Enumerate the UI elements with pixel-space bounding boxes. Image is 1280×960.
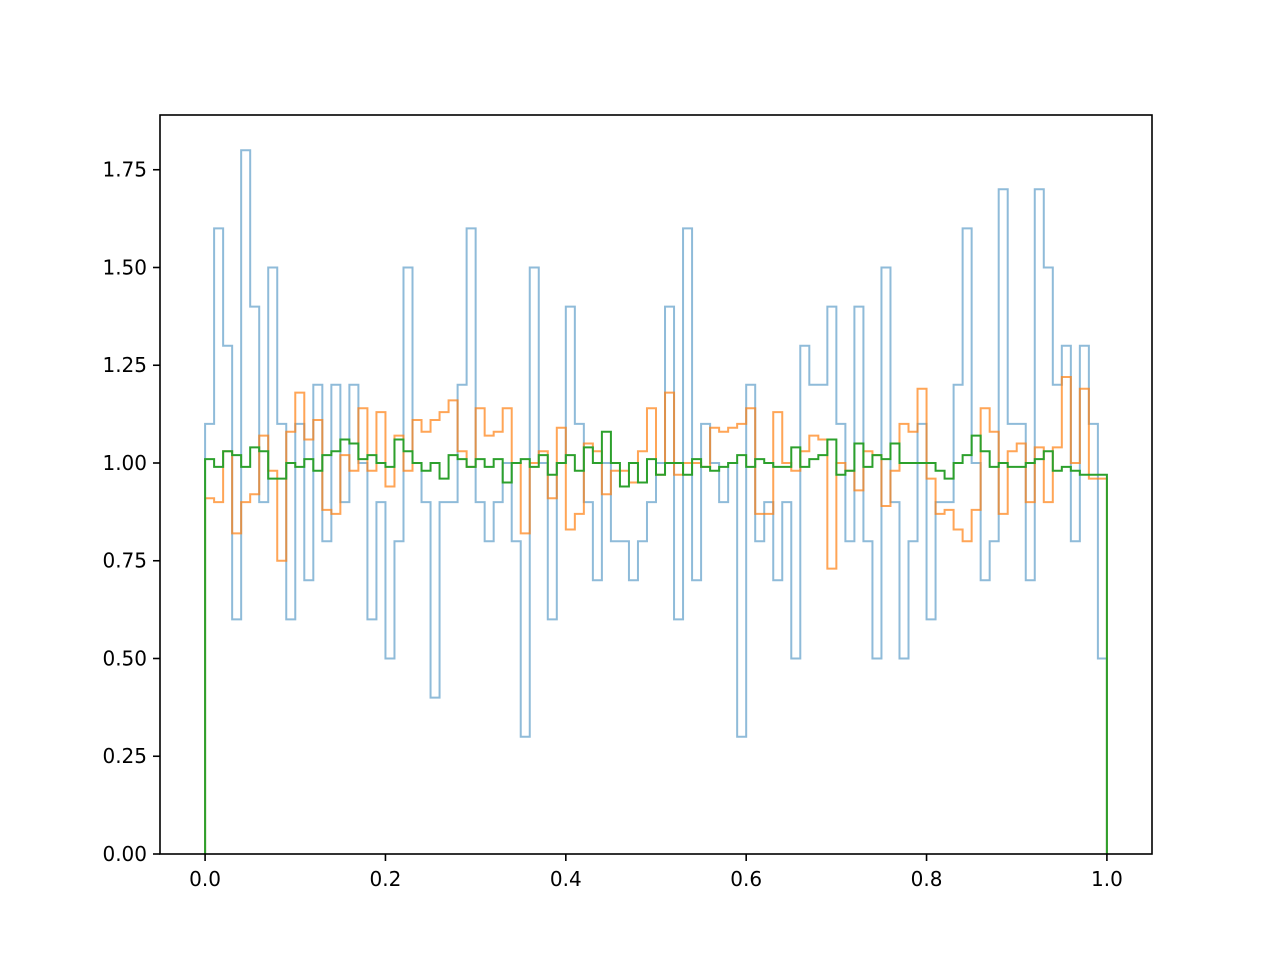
y-tick-label: 1.00: [102, 451, 147, 475]
axes: 0.0 0.2 0.4 0.6 0.8 1.0 0.00 0.25 0.50 0.75 1.00 1.…: [102, 114, 1153, 891]
y-tick-label: 0.00: [102, 842, 147, 866]
x-tick-label: 0.6: [730, 867, 762, 891]
y-tick-label: 1.75: [102, 158, 147, 182]
y-tick-label: 0.75: [102, 549, 147, 573]
y-tick-label: 1.50: [102, 255, 147, 279]
series-3-step-line: [204, 430, 1108, 854]
x-tick-label: 0.2: [370, 867, 402, 891]
histogram-series: [204, 149, 1108, 854]
series-2-step-line: [204, 375, 1108, 854]
x-tick-label: 0.4: [550, 867, 582, 891]
y-tick-label: 0.25: [102, 744, 147, 768]
axes-frame: [159, 114, 1153, 855]
y-tick-label: 0.50: [102, 646, 147, 670]
series-1-step-line: [204, 149, 1108, 854]
x-tick-label: 1.0: [1091, 867, 1123, 891]
x-tick-label: 0.0: [189, 867, 221, 891]
x-tick-label: 0.8: [911, 867, 943, 891]
y-tick-label: 1.25: [102, 353, 147, 377]
